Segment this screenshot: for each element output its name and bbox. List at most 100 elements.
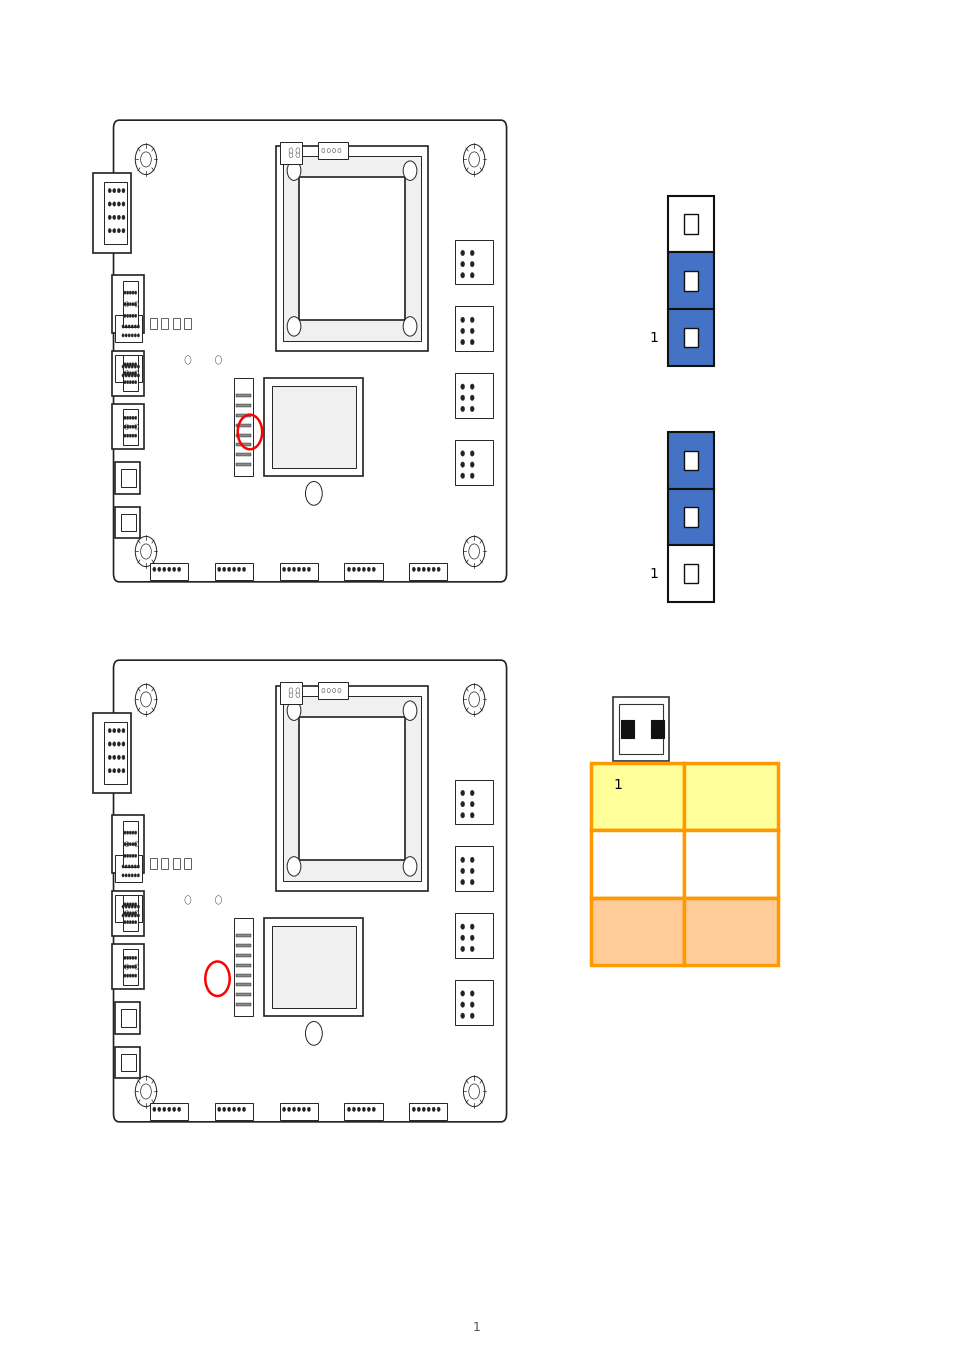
Circle shape <box>125 301 129 306</box>
Bar <box>683 215 697 234</box>
Bar <box>123 409 138 444</box>
Circle shape <box>470 317 474 323</box>
Bar <box>667 432 713 489</box>
Bar <box>150 317 156 329</box>
Circle shape <box>347 1107 350 1111</box>
Circle shape <box>168 567 171 571</box>
Circle shape <box>117 768 120 772</box>
Circle shape <box>287 701 300 721</box>
Bar <box>683 271 697 290</box>
Bar <box>298 177 405 320</box>
Circle shape <box>127 911 129 915</box>
Circle shape <box>117 215 120 220</box>
Text: 1: 1 <box>613 778 621 791</box>
Circle shape <box>127 416 129 420</box>
Circle shape <box>129 371 132 375</box>
Bar <box>115 462 140 494</box>
Circle shape <box>132 965 134 968</box>
Circle shape <box>177 567 180 571</box>
Circle shape <box>460 857 464 863</box>
Circle shape <box>463 684 484 714</box>
Circle shape <box>470 339 474 344</box>
Circle shape <box>128 873 131 878</box>
Circle shape <box>122 364 124 369</box>
Bar <box>275 146 428 351</box>
Circle shape <box>122 865 124 868</box>
Bar <box>283 697 420 880</box>
Circle shape <box>125 333 127 338</box>
Bar <box>279 142 302 163</box>
Bar <box>455 980 493 1025</box>
Circle shape <box>168 1107 171 1111</box>
Bar <box>115 508 140 539</box>
Circle shape <box>372 567 375 571</box>
Circle shape <box>108 228 112 234</box>
Circle shape <box>470 472 474 478</box>
Circle shape <box>470 936 474 941</box>
Circle shape <box>132 363 134 366</box>
Bar <box>235 944 251 948</box>
Circle shape <box>470 250 474 255</box>
Circle shape <box>129 842 132 846</box>
Circle shape <box>327 688 330 693</box>
Bar <box>591 763 683 830</box>
Bar <box>235 994 251 996</box>
Bar <box>235 934 251 937</box>
Circle shape <box>135 1076 156 1107</box>
Bar <box>123 821 138 868</box>
Circle shape <box>134 832 136 834</box>
Circle shape <box>108 768 112 772</box>
Circle shape <box>152 567 155 571</box>
Circle shape <box>131 364 133 369</box>
Circle shape <box>333 688 335 693</box>
Bar <box>104 722 127 784</box>
Circle shape <box>432 1107 435 1111</box>
Circle shape <box>470 273 474 278</box>
Bar <box>235 414 251 417</box>
Bar <box>235 954 251 957</box>
Circle shape <box>127 302 129 306</box>
Bar <box>172 317 179 329</box>
Circle shape <box>134 841 138 846</box>
Circle shape <box>112 228 115 234</box>
Circle shape <box>117 189 120 193</box>
Circle shape <box>470 462 474 467</box>
Circle shape <box>132 921 134 923</box>
Circle shape <box>470 328 474 333</box>
Circle shape <box>129 911 132 915</box>
Circle shape <box>125 873 127 878</box>
Circle shape <box>172 1107 175 1111</box>
Circle shape <box>432 567 435 571</box>
Circle shape <box>470 868 474 873</box>
Circle shape <box>122 873 124 878</box>
Bar <box>184 317 191 329</box>
Circle shape <box>112 768 115 772</box>
Circle shape <box>217 567 220 571</box>
Circle shape <box>134 363 136 366</box>
Circle shape <box>122 325 124 328</box>
Circle shape <box>427 567 430 571</box>
Circle shape <box>128 364 131 369</box>
Bar <box>618 705 662 753</box>
Bar <box>298 717 405 860</box>
Circle shape <box>137 325 139 328</box>
Circle shape <box>127 975 129 977</box>
Circle shape <box>124 832 126 834</box>
Circle shape <box>134 315 136 317</box>
Circle shape <box>470 396 474 401</box>
Circle shape <box>134 965 136 968</box>
Circle shape <box>215 355 221 364</box>
Circle shape <box>137 873 139 878</box>
FancyBboxPatch shape <box>113 660 506 1122</box>
Bar <box>150 563 188 580</box>
Bar <box>121 468 136 487</box>
Bar <box>317 142 348 159</box>
Circle shape <box>460 339 464 344</box>
Bar <box>112 405 144 450</box>
Circle shape <box>468 693 479 707</box>
Bar <box>591 898 683 965</box>
Circle shape <box>132 903 134 906</box>
Circle shape <box>293 1107 295 1111</box>
Bar <box>683 763 777 830</box>
Circle shape <box>163 1107 166 1111</box>
